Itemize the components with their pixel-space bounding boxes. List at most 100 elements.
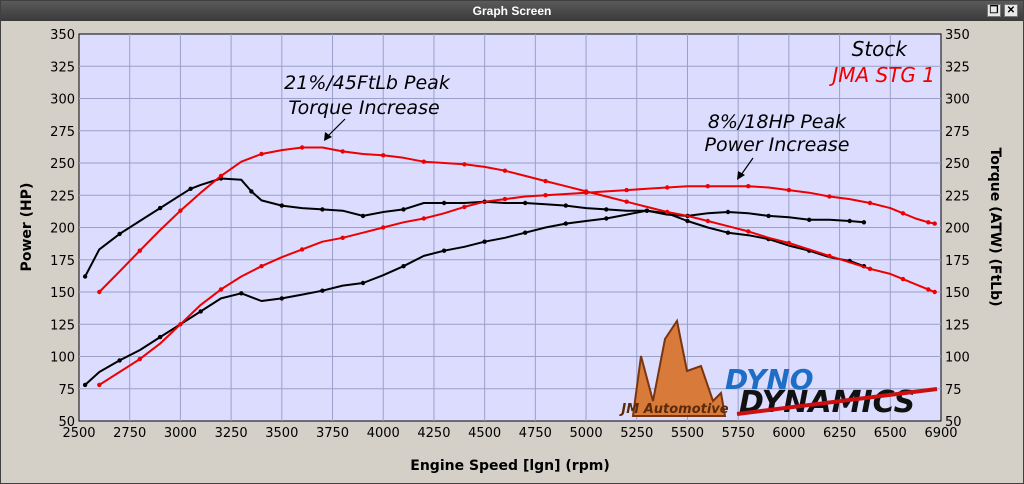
stock-power-point	[239, 291, 244, 296]
jma-stg1-power-point	[462, 204, 467, 210]
jma-stg1-torque-point	[97, 289, 102, 295]
legend-jma-stg1: JMA STG 1	[828, 63, 935, 87]
stock-power-point	[482, 239, 487, 244]
dyno-logo-text: DYNO	[725, 363, 814, 396]
stock-torque-point	[249, 189, 254, 194]
stock-power-point	[117, 358, 122, 363]
annotation-power-line2: Power Increase	[705, 134, 850, 156]
jma-stg1-power-point	[867, 200, 873, 206]
jma-stg1-torque-point	[259, 151, 264, 157]
jma-stg1-torque-point	[786, 240, 792, 246]
y-tick-label-left: 75	[58, 383, 75, 398]
stock-torque-point	[401, 207, 406, 212]
jm-logo-mark	[631, 318, 727, 417]
jma-stg1-torque-point	[624, 199, 629, 204]
y-tick-label-left: 250	[50, 157, 75, 172]
jma-stg1-torque-point	[746, 229, 751, 234]
legend-stock: Stock	[852, 37, 909, 61]
x-tick-label: 3000	[164, 426, 197, 441]
jma-stg1-torque-line	[98, 146, 936, 293]
y-tick-labels-right: 50 75 100 125 150 175 200 225 250 275 300 325 350	[945, 28, 970, 430]
jma-stg1-power-point	[926, 220, 931, 225]
jma-stg1-torque-point	[340, 149, 345, 154]
stock-torque-point	[766, 213, 771, 219]
jma-stg1-power-point	[932, 221, 937, 226]
y-tick-label-right: 250	[945, 157, 970, 172]
stock-torque-point	[861, 220, 867, 225]
y-tick-label-right: 75	[945, 383, 962, 398]
jma-stg1-torque-point	[705, 218, 710, 224]
y-tick-labels-left: 50 75 100 125 150 175 200 225 250 275 300 325 350	[50, 28, 75, 430]
stock-power-point	[82, 382, 88, 388]
x-tick-label: 2750	[113, 426, 146, 441]
jm-logo-text: JM Automotive	[618, 402, 728, 417]
jma-stg1-power-point	[705, 184, 710, 189]
y-tick-label-left: 225	[50, 189, 75, 204]
stock-torque-point	[117, 231, 122, 237]
window-close-icon[interactable]: ✕	[1004, 4, 1018, 17]
stock-power-point	[604, 216, 609, 221]
stock-torque-point	[604, 207, 609, 212]
window-title: Graph Screen	[472, 4, 552, 18]
stock-power-point	[441, 248, 447, 253]
x-tick-label: 3250	[215, 426, 248, 441]
x-tick-label: 5750	[722, 426, 755, 441]
jma-stg1-torque-point	[827, 253, 832, 259]
jma-stg1-power-point	[381, 225, 386, 230]
jma-stg1-torque-point	[137, 248, 142, 253]
stock-torque-point	[82, 274, 88, 279]
jma-stg1-torque-point	[299, 145, 305, 150]
jma-stg1-power-point	[340, 235, 345, 240]
y-tick-label-right: 175	[945, 254, 970, 269]
jma-stg1-power-point	[137, 356, 142, 362]
stock-power-line	[84, 209, 865, 386]
x-tick-label: 6500	[874, 426, 907, 441]
jma-stg1-torque-point	[932, 289, 937, 295]
jma-stg1-torque-point	[381, 153, 386, 158]
jma-stg1-torque-point	[218, 173, 224, 179]
x-tick-label: 5250	[620, 426, 653, 441]
stock-torque-point	[441, 200, 447, 206]
jma-stg1-power-line	[98, 185, 935, 386]
jma-stg1-torque-point	[178, 208, 183, 213]
jma-stg1-power-point	[665, 185, 670, 190]
y-axis-label-left: Power (HP)	[19, 183, 35, 272]
y-tick-label-right: 275	[945, 125, 970, 140]
stock-power-point	[725, 230, 731, 235]
y-tick-label-right: 300	[945, 93, 970, 108]
stock-torque-point	[279, 203, 284, 208]
y-tick-label-left: 350	[50, 28, 75, 43]
y-tick-label-left: 100	[50, 351, 75, 366]
stock-torque-point	[523, 200, 528, 206]
y-tick-label-right: 150	[945, 286, 970, 301]
x-tick-label: 6000	[772, 426, 805, 441]
jma-stg1-torque-point	[867, 266, 873, 271]
y-tick-label-right: 225	[945, 189, 970, 204]
y-axis-label-right: Torque (ATW) (FtLb)	[987, 148, 1003, 307]
series-lines	[82, 145, 937, 388]
jma-stg1-power-point	[786, 187, 792, 193]
jma-stg1-torque-point	[462, 162, 467, 167]
y-tick-label-right: 100	[945, 351, 970, 366]
stock-torque-point	[847, 218, 852, 224]
jma-stg1-power-point	[900, 211, 906, 216]
jma-stg1-torque-point	[502, 168, 508, 173]
window-restore-icon[interactable]: ❐	[987, 4, 1001, 17]
stock-torque-point	[360, 213, 366, 219]
annotation-torque-line1: 21%/45FtLb Peak	[284, 72, 451, 94]
jma-stg1-torque-point	[926, 287, 931, 292]
jm-automotive-logo: JM Automotive	[618, 318, 729, 417]
x-tick-label: 4500	[468, 426, 501, 441]
stock-power-point	[279, 296, 284, 301]
x-tick-label: 3750	[316, 426, 349, 441]
stock-torque-point	[725, 209, 731, 215]
jma-stg1-torque-point	[900, 276, 906, 282]
x-tick-label: 6250	[823, 426, 856, 441]
dyno-chart: 2500 2750 3000 3250 3500 3750 4000 4250 4500 4750…	[19, 28, 1003, 474]
x-tick-label: 3500	[265, 426, 298, 441]
annotation-torque-line2: Torque Increase	[288, 97, 439, 119]
jma-stg1-power-point	[421, 216, 426, 221]
y-tick-label-left: 200	[50, 222, 75, 237]
y-tick-label-left: 150	[50, 286, 75, 301]
